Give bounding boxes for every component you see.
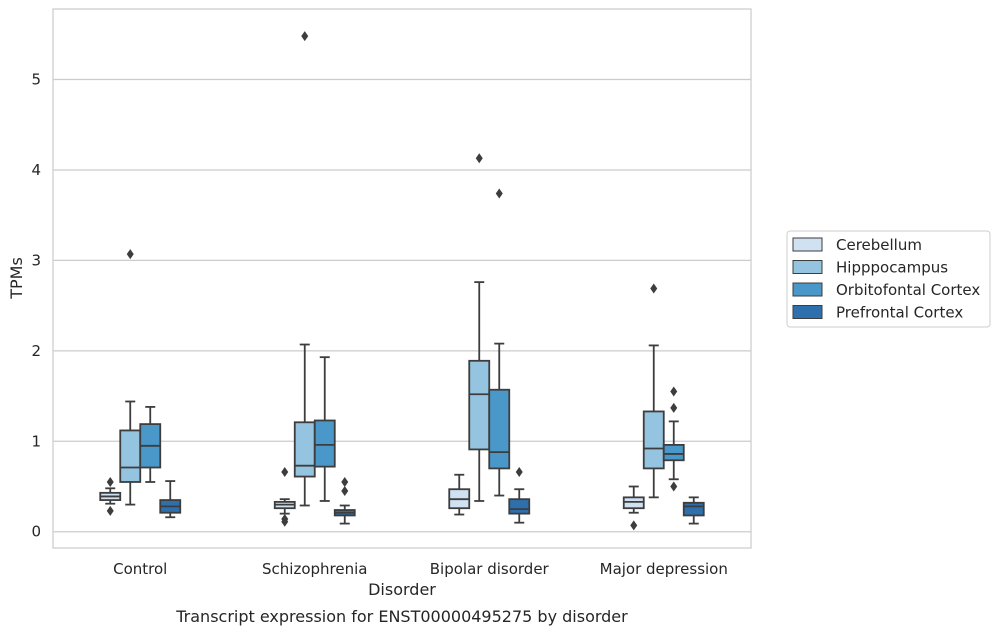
iqr-box xyxy=(119,429,142,483)
outlier-point xyxy=(670,402,678,413)
box-group xyxy=(468,153,491,502)
iqr-box xyxy=(293,421,316,478)
box-group xyxy=(273,467,296,527)
iqr-box xyxy=(682,501,705,517)
outlier-point xyxy=(126,249,134,260)
y-axis-label: TPMs xyxy=(7,257,26,300)
box-group xyxy=(159,480,182,519)
outlier-point xyxy=(670,481,678,492)
y-tick-labels: 0 1 2 3 4 5 xyxy=(31,71,41,541)
legend-swatch xyxy=(792,237,823,252)
iqr-box xyxy=(662,444,685,462)
legend-label: Cerebellum xyxy=(836,236,922,254)
box-group xyxy=(642,283,665,499)
outlier-point xyxy=(495,188,503,199)
outlier-point xyxy=(281,467,289,478)
x-tick-label: Major depression xyxy=(600,560,728,578)
plot-frame xyxy=(52,8,752,549)
legend-swatch xyxy=(792,282,823,297)
box-group xyxy=(119,249,142,506)
legend-label: Prefrontal Cortex xyxy=(836,304,963,322)
outlier-point xyxy=(670,386,678,397)
iqr-box xyxy=(468,359,491,451)
y-tick-label: 5 xyxy=(31,71,41,89)
box-group xyxy=(448,473,471,516)
iqr-box xyxy=(642,410,665,470)
x-tick-labels: Control Schizophrenia Bipolar disorder Majo… xyxy=(113,560,728,578)
box-group xyxy=(313,356,336,502)
y-tick-label: 3 xyxy=(31,251,41,269)
legend-label: Hipppocampus xyxy=(836,259,948,277)
box-group xyxy=(333,476,356,525)
box-group xyxy=(293,31,316,507)
outlier-point xyxy=(106,476,114,487)
outlier-point xyxy=(281,516,289,527)
y-tick-label: 4 xyxy=(31,161,41,179)
box-group xyxy=(99,476,122,516)
outlier-point xyxy=(650,283,658,294)
legend-swatch xyxy=(792,260,823,274)
outlier-point xyxy=(515,467,523,478)
outlier-point xyxy=(341,476,349,487)
iqr-box xyxy=(488,388,511,470)
outlier-point xyxy=(301,31,309,42)
x-axis-label: Disorder xyxy=(368,580,436,599)
box-group xyxy=(139,406,162,483)
legend: Cerebellum Hipppocampus Orbitofontal Corte… xyxy=(786,230,991,328)
box-layer xyxy=(99,31,705,531)
box-group xyxy=(508,467,531,524)
iqr-box xyxy=(313,419,336,468)
legend-swatch xyxy=(792,305,823,319)
x-tick-label: Schizophrenia xyxy=(262,560,367,578)
iqr-box xyxy=(622,496,645,510)
outlier-point xyxy=(106,505,114,516)
x-tick-label: Bipolar disorder xyxy=(430,560,550,578)
y-tick-label: 0 xyxy=(31,523,41,541)
chart-caption: Transcript expression for ENST0000049527… xyxy=(175,607,628,626)
x-tick-label: Control xyxy=(113,560,167,578)
outlier-point xyxy=(341,486,349,497)
box-group xyxy=(662,386,685,492)
box-group xyxy=(682,496,705,525)
grid-layer xyxy=(53,78,751,533)
outlier-point xyxy=(475,153,483,164)
box-group xyxy=(488,188,511,497)
outlier-point xyxy=(630,520,638,531)
legend-label: Orbitofontal Cortex xyxy=(836,281,980,299)
legend-frame xyxy=(786,230,991,328)
y-tick-label: 1 xyxy=(31,432,41,450)
iqr-box xyxy=(508,498,531,515)
y-tick-label: 2 xyxy=(31,342,41,360)
box-group xyxy=(622,485,645,531)
